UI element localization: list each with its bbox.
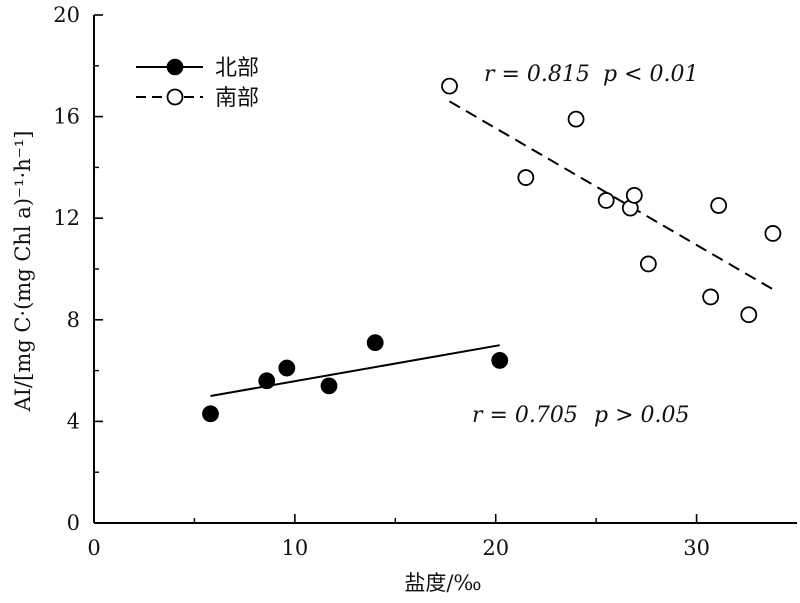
point-south [567, 110, 585, 128]
y-tick-label: 12 [53, 206, 80, 230]
point-south [710, 197, 728, 214]
point-north [202, 405, 219, 423]
point-south [441, 77, 458, 95]
legend-marker-north [166, 58, 184, 76]
point-north [320, 377, 338, 395]
legend: 北部 南部 [136, 56, 259, 111]
legend-label-south: 南部 [215, 86, 259, 111]
y-tick-label: 4 [67, 409, 80, 433]
y-tick-label: 20 [53, 3, 80, 27]
data-points [202, 77, 782, 423]
annotation-south-r: r = 0.815 [484, 62, 590, 87]
point-south [625, 186, 643, 204]
point-north [491, 352, 509, 369]
point-south [764, 225, 782, 242]
x-tick-label: 0 [87, 536, 100, 560]
fit-line-north [210, 344, 500, 397]
point-south [740, 306, 758, 324]
point-south [702, 288, 720, 306]
fit-lines [210, 100, 774, 397]
y-tick-label: 8 [67, 308, 80, 332]
point-south [517, 169, 535, 186]
annotation-south-p: p < 0.01 [603, 62, 699, 87]
x-tick-label: 10 [281, 536, 308, 560]
x-tick-label: 30 [683, 536, 710, 560]
x-axis-label: 盐度/‰ [404, 571, 481, 595]
axis-ticks: 0 10 20 30 0 4 8 12 16 20 [53, 3, 710, 560]
y-tick-label: 16 [53, 105, 80, 129]
annotation-south: r = 0.815 p < 0.01 [484, 62, 699, 87]
legend-label-north: 北部 [215, 56, 259, 81]
point-north [366, 334, 384, 352]
legend-marker-south [166, 88, 184, 106]
fit-line-south [449, 100, 774, 291]
x-tick-label: 20 [482, 536, 509, 560]
point-north [258, 372, 276, 390]
point-south [597, 192, 615, 209]
annotation-north-p: p > 0.05 [594, 403, 690, 428]
y-axis-label: AI/[mg C·(mg Chl a)⁻¹·h⁻¹] [11, 131, 35, 413]
y-tick-label: 0 [67, 511, 80, 535]
annotation-north: r = 0.705 p > 0.05 [472, 403, 690, 428]
annotation-north-r: r = 0.705 [472, 403, 578, 428]
point-south [639, 255, 657, 273]
point-north [278, 359, 296, 377]
